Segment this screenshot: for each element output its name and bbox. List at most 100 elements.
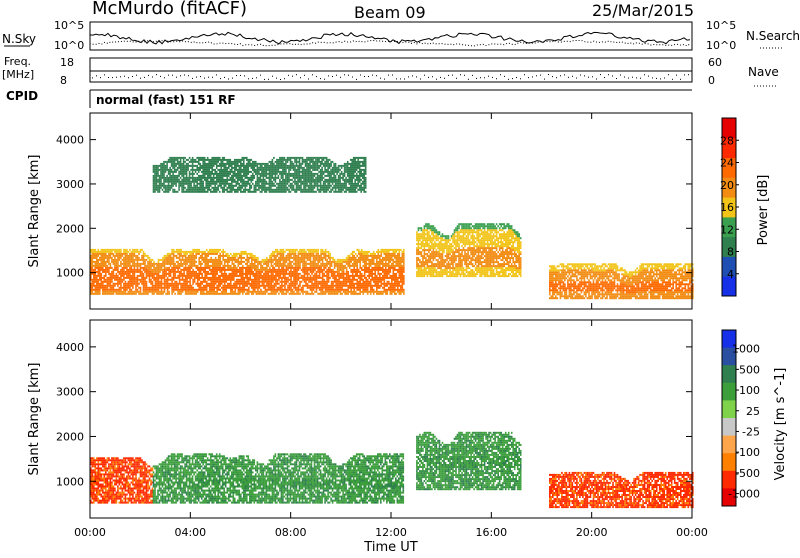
data-cell: [307, 285, 309, 287]
data-cell: [225, 259, 227, 261]
data-cell: [374, 281, 376, 283]
data-cell: [257, 257, 259, 259]
data-cell: [455, 269, 457, 271]
data-cell: [334, 271, 336, 273]
data-cell: [155, 267, 157, 269]
data-cell: [353, 269, 355, 271]
data-cell: [189, 283, 191, 285]
data-cell: [362, 275, 364, 277]
data-cell: [358, 277, 360, 279]
data-cell: [293, 253, 295, 255]
data-cell: [374, 279, 376, 281]
data-cell: [111, 289, 113, 291]
data-cell: [114, 269, 116, 271]
data-cell: [322, 281, 324, 283]
data-cell: [191, 291, 193, 293]
data-cell: [128, 271, 130, 273]
data-cell: [251, 279, 253, 281]
data-cell: [189, 255, 191, 257]
data-cell: [298, 291, 300, 293]
data-cell: [338, 277, 340, 279]
data-cell: [379, 275, 381, 277]
data-cell: [364, 267, 366, 269]
data-cell: [120, 273, 122, 275]
data-cell: [207, 283, 209, 285]
data-cell: [454, 229, 456, 231]
data-cell: [262, 285, 264, 287]
data-cell: [98, 273, 100, 275]
data-cell: [367, 255, 369, 257]
data-cell: [387, 257, 389, 259]
data-cell: [416, 237, 418, 239]
data-cell: [167, 291, 169, 293]
data-cell: [132, 265, 134, 267]
data-cell: [96, 289, 98, 291]
nave-point: [292, 76, 293, 77]
data-cell: [433, 263, 435, 265]
nave-point: [344, 74, 345, 75]
data-cell: [195, 291, 197, 293]
data-cell: [137, 271, 139, 273]
data-cell: [391, 279, 393, 281]
data-cell: [113, 271, 115, 273]
data-cell: [381, 261, 383, 263]
data-cell: [140, 271, 142, 273]
data-cell: [449, 245, 451, 247]
data-cell: [467, 257, 469, 259]
data-cell: [431, 225, 433, 227]
data-cell: [256, 275, 258, 277]
data-cell: [135, 255, 137, 257]
data-cell: [98, 267, 100, 269]
data-cell: [292, 267, 294, 269]
data-cell: [159, 283, 161, 285]
data-cell: [434, 265, 436, 267]
nave-point: [440, 77, 441, 78]
nave-point: [516, 77, 517, 78]
data-cell: [224, 283, 226, 285]
data-cell: [454, 243, 456, 245]
data-cell: [92, 257, 94, 259]
data-cell: [376, 277, 378, 279]
nave-point: [104, 74, 105, 75]
data-cell: [338, 283, 340, 285]
data-cell: [125, 265, 127, 267]
data-cell: [168, 271, 170, 273]
data-cell: [381, 277, 383, 279]
data-cell: [170, 255, 172, 257]
data-cell: [376, 255, 378, 257]
data-cell: [476, 247, 478, 249]
data-cell: [397, 259, 399, 261]
data-cell: [188, 257, 190, 259]
data-cell: [117, 291, 119, 293]
data-cell: [253, 279, 255, 281]
data-cell: [204, 277, 206, 279]
data-cell: [159, 259, 161, 261]
data-cell: [290, 285, 292, 287]
data-cell: [304, 263, 306, 265]
data-cell: [105, 257, 107, 259]
data-cell: [391, 293, 393, 295]
data-cell: [490, 233, 492, 235]
data-cell: [125, 255, 127, 257]
data-cell: [305, 277, 307, 279]
data-cell: [215, 287, 217, 289]
data-cell: [427, 233, 429, 235]
data-cell: [458, 255, 460, 257]
data-cell: [235, 289, 237, 291]
data-cell: [262, 267, 264, 269]
data-cell: [378, 269, 380, 271]
data-cell: [162, 263, 164, 265]
data-cell: [268, 287, 270, 289]
data-cell: [242, 283, 244, 285]
data-cell: [102, 269, 104, 271]
data-cell: [437, 239, 439, 241]
nave-point: [616, 78, 617, 79]
data-cell: [218, 287, 220, 289]
data-cell: [361, 259, 363, 261]
data-cell: [331, 261, 333, 263]
data-cell: [376, 269, 378, 271]
data-cell: [143, 275, 145, 277]
data-cell: [116, 255, 118, 257]
data-cell: [198, 271, 200, 273]
data-cell: [326, 251, 328, 253]
